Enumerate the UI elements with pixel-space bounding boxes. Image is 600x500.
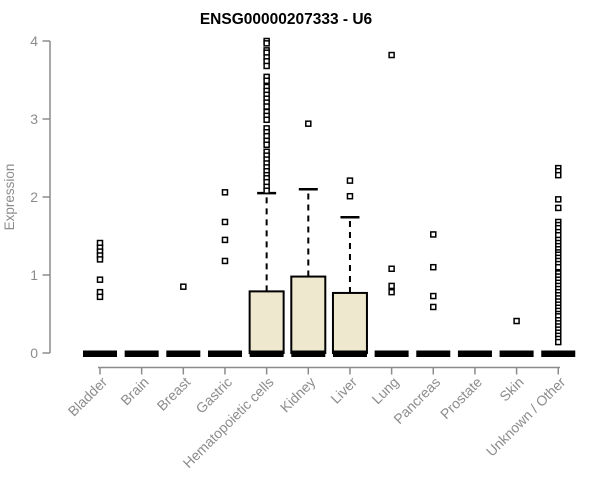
median-bar-brain xyxy=(124,350,159,357)
median-bar-bladder xyxy=(83,350,117,357)
outlier-point-gastric xyxy=(221,189,229,196)
outlier-point-hematopoietic-cells xyxy=(263,40,270,47)
box-liver xyxy=(331,291,368,355)
outlier-point-pancreas xyxy=(430,231,437,238)
x-category-label: Bladder xyxy=(65,374,111,420)
outlier-point-bladder xyxy=(96,276,104,283)
median-bar-unknown-other xyxy=(541,350,576,357)
chart-title: ENSG00000207333 - U6 xyxy=(200,11,373,28)
outlier-point-bladder xyxy=(96,256,104,263)
outlier-point-kidney xyxy=(305,120,312,127)
y-tick-label: 3 xyxy=(30,111,38,127)
median-bar-gastric xyxy=(207,350,242,357)
median-bar-skin xyxy=(499,350,534,357)
outlier-point-unknown-other xyxy=(555,171,562,179)
outlier-point-hematopoietic-cells xyxy=(263,141,270,148)
outlier-point-gastric xyxy=(221,236,229,244)
outlier-point-pancreas xyxy=(430,303,437,311)
y-tick-label: 0 xyxy=(30,345,38,361)
box-hematopoietic-cells xyxy=(248,290,285,355)
x-category-label: Unknown / Other xyxy=(483,374,569,460)
outlier-point-gastric xyxy=(221,218,229,226)
median-bar-prostate xyxy=(457,350,492,357)
outlier-point-unknown-other xyxy=(555,204,562,212)
outlier-point-gastric xyxy=(221,257,229,265)
y-axis-title: Expression xyxy=(2,164,17,231)
x-category-label: Lung xyxy=(368,374,401,407)
x-category-label: Kidney xyxy=(277,374,319,416)
outlier-point-pancreas xyxy=(430,292,437,300)
outlier-point-hematopoietic-cells xyxy=(263,116,270,124)
outlier-point-hematopoietic-cells xyxy=(263,77,270,85)
median-bar-breast xyxy=(166,350,201,357)
outlier-point-lung xyxy=(388,282,395,290)
outlier-point-lung xyxy=(388,51,395,59)
median-bar-lung xyxy=(374,350,409,357)
x-category-label: Breast xyxy=(154,374,194,414)
y-tick-label: 4 xyxy=(30,33,38,49)
outlier-point-breast xyxy=(180,283,187,290)
median-bar-kidney xyxy=(291,350,326,357)
outlier-point-unknown-other xyxy=(555,196,562,203)
outlier-point-bladder xyxy=(96,293,104,301)
x-category-label: Skin xyxy=(496,374,527,405)
median-bar-liver xyxy=(332,350,367,357)
outlier-point-hematopoietic-cells xyxy=(263,103,270,110)
y-tick-label: 2 xyxy=(30,189,38,205)
outlier-point-unknown-other xyxy=(555,263,562,271)
outlier-point-liver xyxy=(346,192,354,200)
y-tick-label: 1 xyxy=(30,267,38,283)
x-category-label: Liver xyxy=(327,374,360,407)
outlier-point-hematopoietic-cells xyxy=(263,62,270,70)
outlier-point-lung xyxy=(388,265,395,273)
outlier-point-liver xyxy=(346,177,354,184)
x-category-label: Brain xyxy=(117,374,151,408)
outlier-point-hematopoietic-cells xyxy=(263,187,270,195)
x-category-label: Prostate xyxy=(437,374,485,422)
outlier-point-unknown-other xyxy=(555,338,562,346)
box-kidney xyxy=(290,275,327,354)
outlier-point-pancreas xyxy=(430,263,437,271)
outlier-point-lung xyxy=(388,288,395,296)
median-bar-hematopoietic-cells xyxy=(249,350,284,357)
outlier-point-skin xyxy=(513,317,520,325)
median-bar-pancreas xyxy=(416,350,451,357)
